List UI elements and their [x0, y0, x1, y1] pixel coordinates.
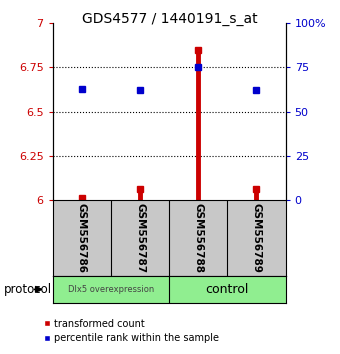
- Text: protocol: protocol: [3, 283, 52, 296]
- Text: GSM556787: GSM556787: [135, 203, 145, 273]
- Text: GSM556786: GSM556786: [77, 203, 87, 273]
- Text: GSM556789: GSM556789: [252, 203, 261, 273]
- Text: GSM556788: GSM556788: [193, 203, 203, 273]
- Legend: transformed count, percentile rank within the sample: transformed count, percentile rank withi…: [39, 315, 223, 347]
- Text: Dlx5 overexpression: Dlx5 overexpression: [68, 285, 154, 294]
- Text: control: control: [206, 283, 249, 296]
- Text: GDS4577 / 1440191_s_at: GDS4577 / 1440191_s_at: [82, 12, 258, 27]
